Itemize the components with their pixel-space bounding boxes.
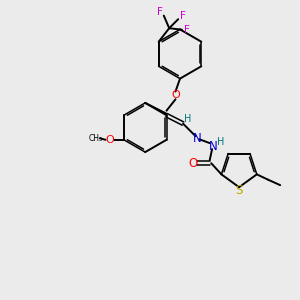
Text: O: O: [171, 90, 180, 100]
Text: N: N: [193, 131, 202, 145]
Text: F: F: [180, 11, 186, 21]
Text: H: H: [217, 136, 224, 147]
Text: O: O: [105, 135, 114, 145]
Text: F: F: [184, 25, 190, 35]
Text: F: F: [157, 7, 163, 17]
Text: N: N: [209, 140, 218, 153]
Text: O: O: [188, 157, 197, 170]
Text: H: H: [184, 114, 191, 124]
Text: S: S: [236, 184, 243, 197]
Text: CH₃: CH₃: [88, 134, 103, 143]
